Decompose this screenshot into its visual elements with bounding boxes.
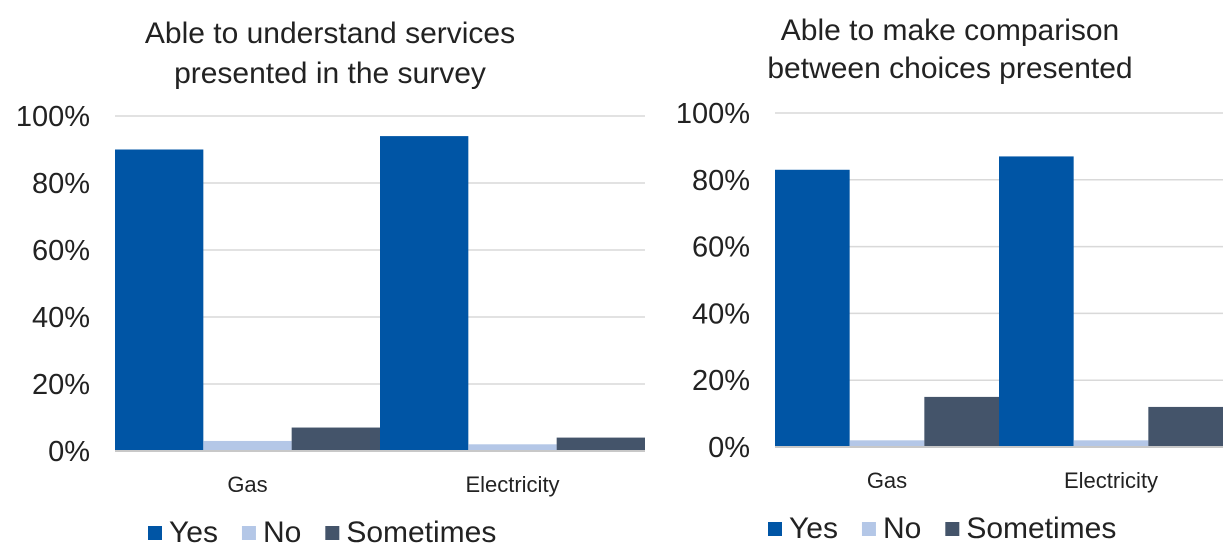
chart-1: Able to understand services presented in … bbox=[16, 17, 645, 549]
chart-title-line: between choices presented bbox=[767, 52, 1132, 85]
y-tick-label: 80% bbox=[692, 165, 750, 197]
y-tick-label: 100% bbox=[16, 101, 90, 133]
y-tick-label: 20% bbox=[692, 365, 750, 397]
bar-no-electricity bbox=[468, 444, 557, 451]
x-tick-label: Electricity bbox=[465, 472, 559, 497]
y-tick-label: 100% bbox=[676, 98, 750, 130]
bar-no-gas bbox=[203, 440, 292, 451]
legend-label-no: No bbox=[263, 516, 301, 549]
bar-yes-electricity bbox=[380, 136, 469, 451]
y-tick-label: 60% bbox=[32, 235, 90, 267]
legend-swatch-sometimes bbox=[945, 522, 960, 536]
chart-title-line: Able to understand services bbox=[145, 17, 515, 50]
bar-yes-gas bbox=[115, 149, 204, 451]
y-tick-label: 40% bbox=[692, 298, 750, 330]
legend: Yes No Sometimes bbox=[148, 516, 496, 549]
bar-sometimes-electricity bbox=[1148, 406, 1223, 447]
y-tick-label: 40% bbox=[32, 302, 90, 334]
chart-title-line: presented in the survey bbox=[174, 57, 486, 90]
legend-label-no: No bbox=[883, 512, 921, 545]
bar-yes-gas bbox=[775, 169, 850, 447]
legend-swatch-yes bbox=[148, 526, 162, 540]
legend-swatch-sometimes bbox=[325, 526, 340, 540]
bar-sometimes-electricity bbox=[556, 437, 645, 451]
y-tick-label: 60% bbox=[692, 232, 750, 264]
chart-2: Able to make comparison between choices p… bbox=[676, 14, 1223, 545]
legend-swatch-no bbox=[241, 526, 256, 540]
y-tick-label: 0% bbox=[48, 436, 90, 468]
y-tick-label: 0% bbox=[708, 432, 750, 464]
legend-label-sometimes: Sometimes bbox=[966, 512, 1116, 545]
bar-sometimes-gas bbox=[924, 396, 999, 447]
legend-label-yes: Yes bbox=[789, 512, 838, 545]
bar-no-gas bbox=[849, 440, 925, 447]
x-tick-label: Gas bbox=[227, 472, 267, 497]
y-tick-label: 20% bbox=[32, 369, 90, 401]
legend-swatch-yes bbox=[768, 522, 782, 536]
bar-sometimes-gas bbox=[291, 427, 380, 451]
y-tick-label: 80% bbox=[32, 168, 90, 200]
legend-swatch-no bbox=[861, 522, 876, 536]
legend-label-yes: Yes bbox=[169, 516, 218, 549]
bar-yes-electricity bbox=[999, 156, 1074, 448]
x-tick-label: Gas bbox=[867, 468, 907, 493]
x-tick-label: Electricity bbox=[1064, 468, 1158, 493]
legend: Yes No Sometimes bbox=[768, 512, 1116, 545]
legend-label-sometimes: Sometimes bbox=[346, 516, 496, 549]
chart-title-line: Able to make comparison bbox=[781, 14, 1120, 47]
bar-no-electricity bbox=[1073, 440, 1149, 447]
